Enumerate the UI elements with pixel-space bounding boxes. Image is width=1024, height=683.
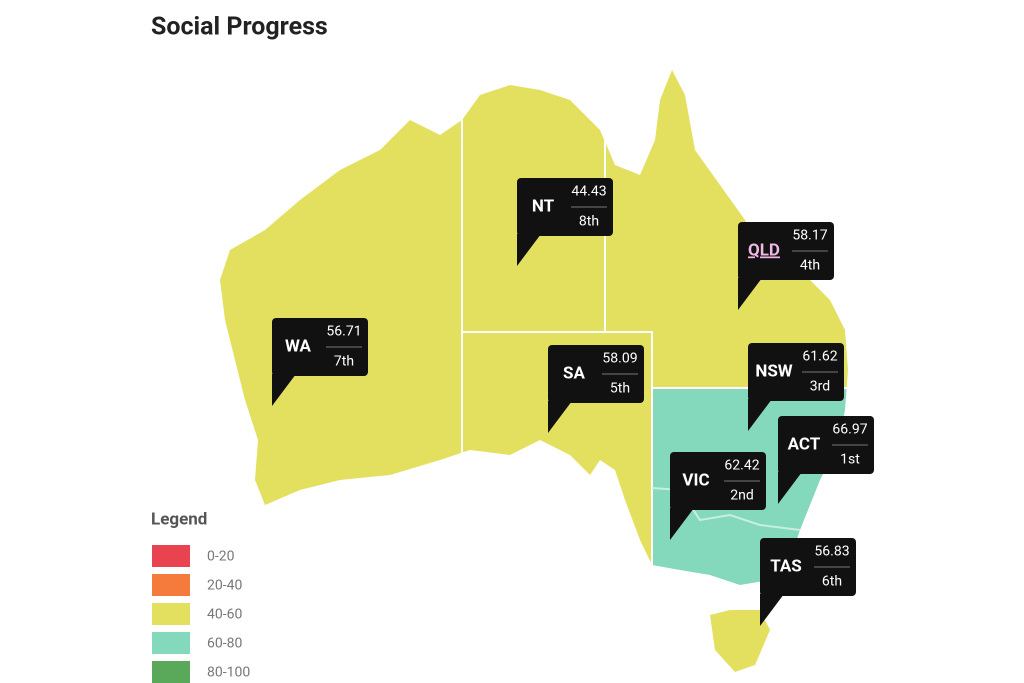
title: Social Progress <box>151 13 328 42</box>
legend-swatch <box>152 632 190 654</box>
callout-tail <box>517 234 541 266</box>
state-region <box>605 70 848 388</box>
callout-box <box>760 538 856 596</box>
legend-label: 20-40 <box>207 578 242 594</box>
state-rank: 8th <box>579 214 599 230</box>
callout: ACT 66.97 1st <box>778 416 874 504</box>
state-rank: 7th <box>334 354 354 370</box>
state-label: WA <box>285 336 312 356</box>
callout-box <box>738 222 834 280</box>
callout-tail <box>670 508 694 540</box>
legend-label: 80-100 <box>207 665 250 681</box>
callout: QLD 58.17 4th <box>738 222 834 310</box>
state-score: 58.09 <box>602 351 637 367</box>
callout-box <box>778 416 874 474</box>
legend-label: 60-80 <box>207 636 242 652</box>
legend-swatch <box>152 603 190 625</box>
state-rank: 1st <box>840 452 860 468</box>
callout-tail <box>748 399 772 431</box>
state-rank: 4th <box>800 258 820 274</box>
state-label: SA <box>563 363 585 383</box>
legend-swatch <box>152 661 190 683</box>
state-score: 61.62 <box>802 349 837 365</box>
state-rank: 5th <box>610 381 630 397</box>
legend-label: 0-20 <box>207 549 235 565</box>
legend-swatch <box>152 545 190 567</box>
callout-box <box>670 452 766 510</box>
state-label: ACT <box>788 434 821 454</box>
state-score: 58.17 <box>792 228 827 244</box>
callout: WA 56.71 7th <box>272 318 368 406</box>
state-label: NSW <box>755 361 792 381</box>
callout-tail <box>548 401 572 433</box>
state-region <box>710 610 770 672</box>
state-score: 66.97 <box>832 422 867 438</box>
callout-tail <box>760 594 784 626</box>
callout: NT 44.43 8th <box>517 178 613 266</box>
callout-box <box>548 345 644 403</box>
legend-title: Legend <box>151 509 207 529</box>
tasmania <box>710 610 770 672</box>
state-label: VIC <box>682 470 709 490</box>
state-rank: 3rd <box>810 379 830 395</box>
legend-swatch <box>152 574 190 596</box>
state-label: NT <box>532 196 555 216</box>
border <box>462 331 653 585</box>
state-label[interactable]: QLD <box>748 240 780 260</box>
callout-tail <box>738 278 762 310</box>
state-rank: 2nd <box>730 488 754 504</box>
callout-box <box>517 178 613 236</box>
callout-box <box>272 318 368 376</box>
callout-tail <box>272 374 296 406</box>
state-score: 44.43 <box>571 184 606 200</box>
state-score: 62.42 <box>724 458 759 474</box>
state-rank: 6th <box>822 574 842 590</box>
callout-box <box>748 343 844 401</box>
state-score: 56.83 <box>814 544 849 560</box>
state-region <box>462 70 605 332</box>
state-score: 56.71 <box>326 324 361 340</box>
state-label: TAS <box>770 556 802 576</box>
callout: SA 58.09 5th <box>548 345 644 433</box>
callout: VIC 62.42 2nd <box>670 452 766 540</box>
callout-tail <box>778 472 802 504</box>
callout: TAS 56.83 6th <box>760 538 856 626</box>
callout: NSW 61.62 3rd <box>748 343 844 431</box>
state-region <box>652 488 800 585</box>
legend-label: 40-60 <box>207 607 242 623</box>
